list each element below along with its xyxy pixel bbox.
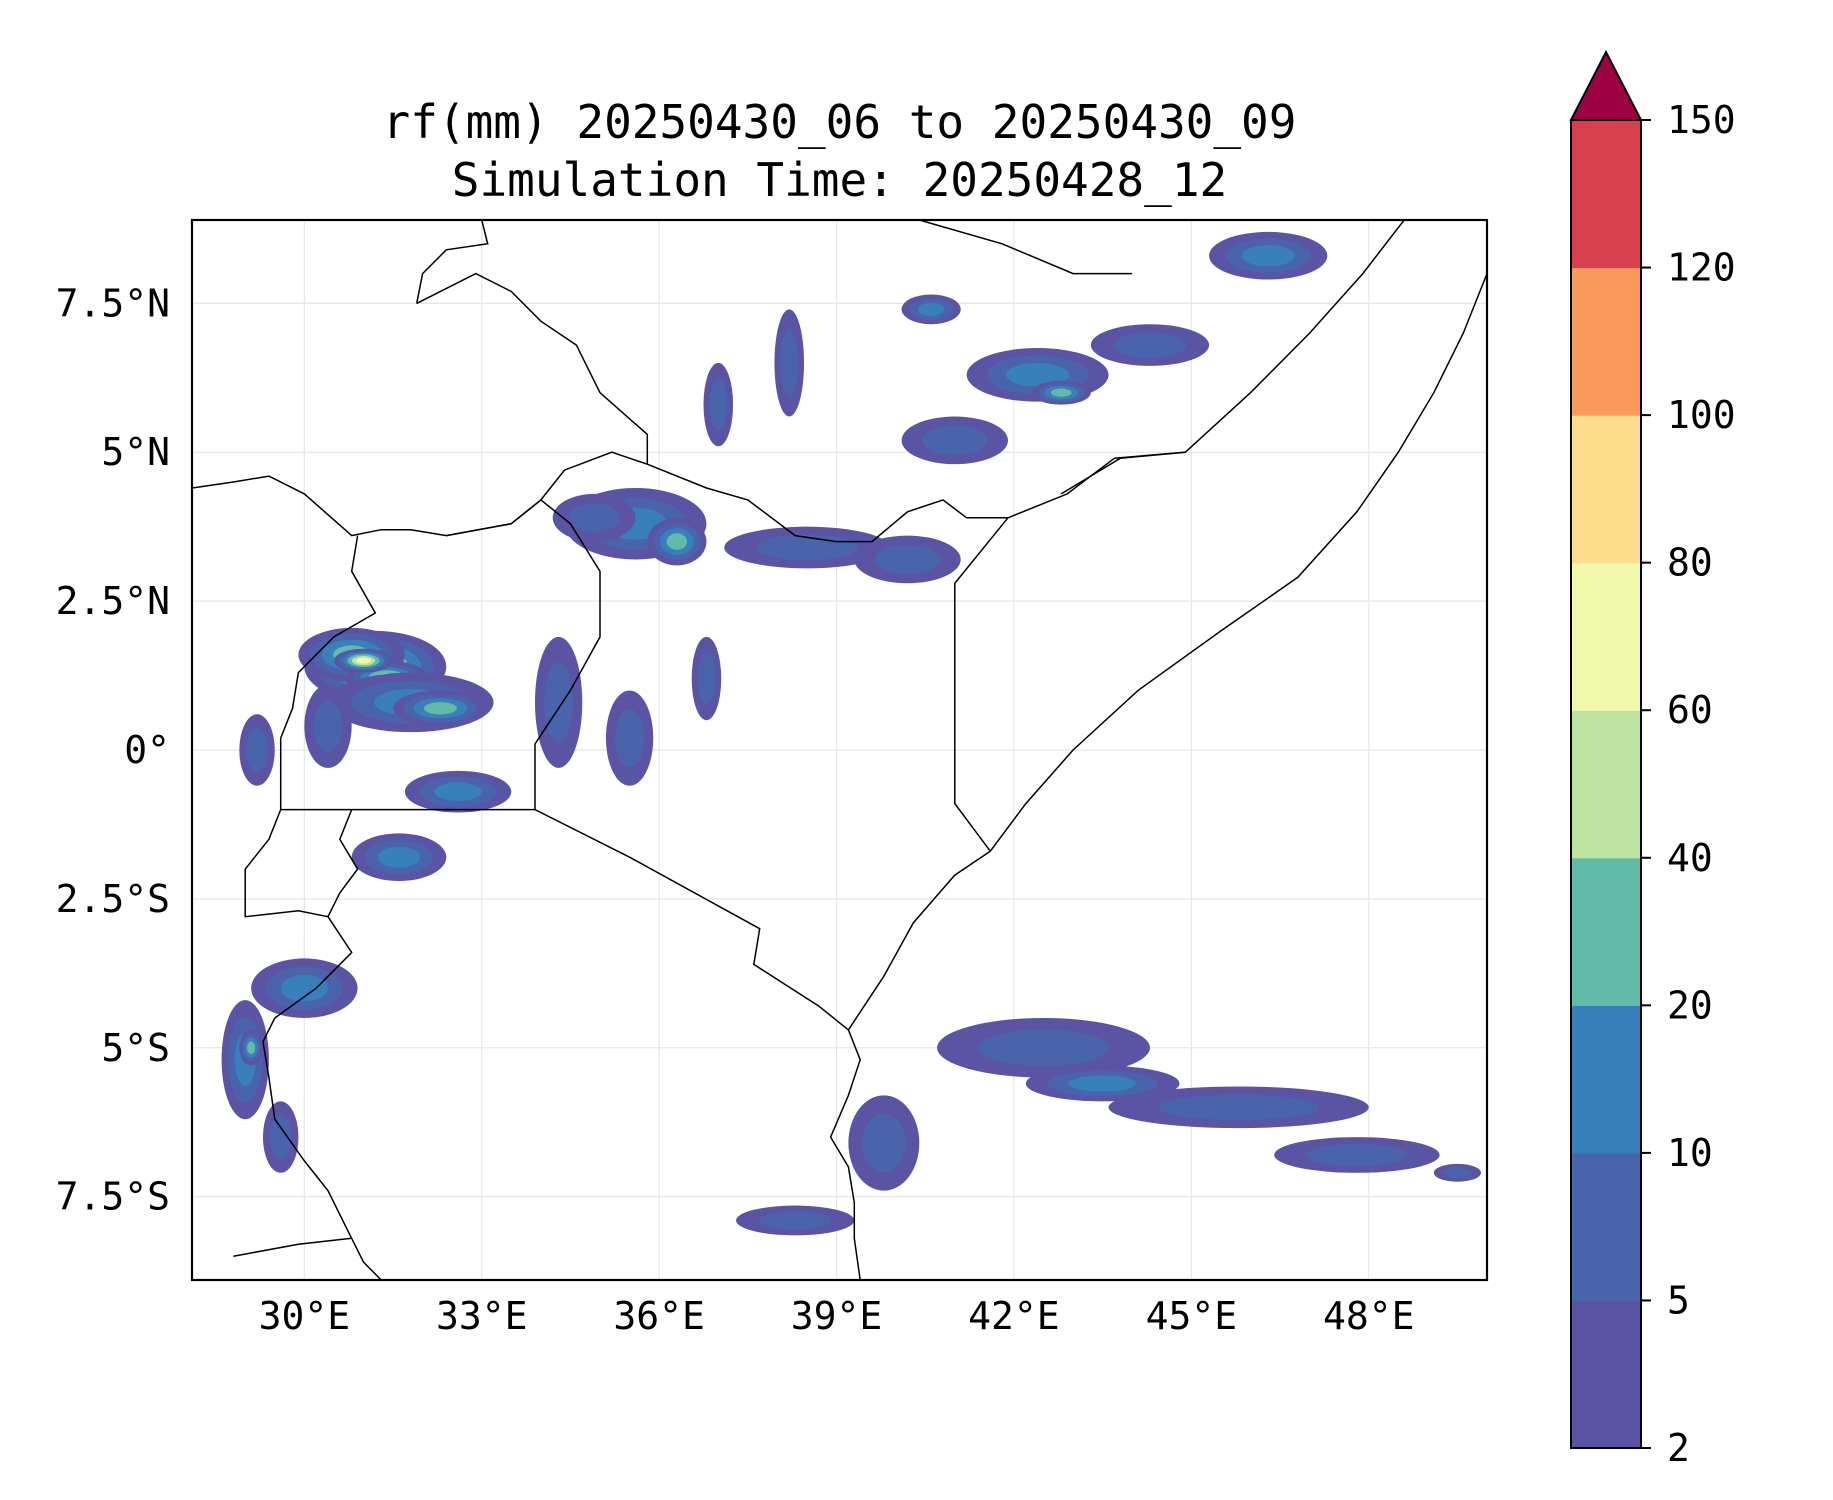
colorbar-tick-label: 150 <box>1667 98 1736 142</box>
longitude-tick-label: 36°E <box>613 1294 705 1338</box>
border-line <box>233 1237 352 1257</box>
rain-contour <box>1050 388 1072 397</box>
rain-contour <box>758 1211 832 1230</box>
latitude-tick-label: 5°N <box>101 430 170 474</box>
rain-contour <box>1113 332 1187 358</box>
latitude-tick-label: 2.5°N <box>56 579 170 623</box>
latitude-tick-label: 0° <box>124 728 170 772</box>
gridlines <box>192 220 1487 1280</box>
colorbar-tick-label: 10 <box>1667 1131 1713 1175</box>
latitude-tick-labels: 7.5°N 5°N 2.5°N 0° 2.5°S 5°S 7.5°S <box>56 281 170 1218</box>
colorbar-segment <box>1571 267 1641 416</box>
rain-contour <box>615 708 645 768</box>
longitude-tick-label: 48°E <box>1323 1294 1415 1338</box>
longitude-tick-label: 30°E <box>259 1294 351 1338</box>
colorbar-segment <box>1571 857 1641 1006</box>
colorbar-tick-label: 100 <box>1667 393 1736 437</box>
colorbar-tick-label: 5 <box>1667 1278 1690 1322</box>
map-frame <box>190 218 1489 1282</box>
border-line <box>280 808 849 1031</box>
colorbar-segment <box>1571 1152 1641 1302</box>
colorbar-extend-arrow <box>1569 49 1643 121</box>
border-line <box>279 535 377 810</box>
rain-contour <box>780 329 799 396</box>
colorbar-segment <box>1571 562 1641 711</box>
longitude-tick-label: 45°E <box>1146 1294 1238 1338</box>
rain-contour <box>1241 245 1295 267</box>
rain-contour <box>280 974 329 1002</box>
rain-contour <box>756 534 858 561</box>
rain-contour <box>922 425 988 455</box>
rain-contour <box>874 544 941 575</box>
rain-contour <box>568 503 620 533</box>
rain-contour <box>1158 1094 1319 1121</box>
longitude-tick-label: 42°E <box>968 1294 1060 1338</box>
longitude-tick-label: 33°E <box>436 1294 528 1338</box>
border-line <box>829 1029 861 1280</box>
rain-contour <box>423 702 457 715</box>
latitude-tick-label: 7.5°N <box>56 281 170 325</box>
longitude-tick-labels: 30°E 33°E 36°E 39°E 42°E 45°E 48°E <box>259 1294 1415 1338</box>
rain-contour <box>434 782 482 801</box>
colorbar-segment <box>1571 1005 1641 1154</box>
rain-contour <box>1006 362 1070 387</box>
colorbar-tick-label: 60 <box>1667 688 1713 732</box>
rain-contour <box>666 533 688 550</box>
colorbar-tick-label: 120 <box>1667 246 1736 290</box>
colorbar-tick-label: 2 <box>1667 1426 1690 1470</box>
map-title-line-2: Simulation Time: 20250428_12 <box>451 153 1228 207</box>
rain-contour <box>978 1029 1110 1067</box>
colorbar-segment <box>1571 120 1641 269</box>
latitude-tick-label: 5°S <box>101 1026 170 1070</box>
latitude-tick-label: 7.5°S <box>56 1175 170 1219</box>
border-line <box>847 273 1487 1031</box>
colorbar: 2 5 10 20 40 60 80 100 120 150 <box>1569 49 1736 1470</box>
border-line <box>446 499 542 537</box>
border-line <box>1007 220 1405 519</box>
border-line <box>416 272 649 465</box>
rain-contour <box>377 846 420 868</box>
border-line <box>274 916 353 1019</box>
rain-contour <box>709 378 728 431</box>
rain-contour <box>246 728 268 772</box>
rain-contour <box>1068 1075 1137 1092</box>
colorbar-segment <box>1571 415 1641 564</box>
map-title-line-1: rf(mm) 20250430_06 to 20250430_09 <box>382 95 1297 149</box>
colorbar-tick-label: 40 <box>1667 836 1713 880</box>
colorbar-segment <box>1571 710 1641 859</box>
rain-contour <box>697 652 716 705</box>
border-line <box>262 1017 382 1280</box>
rain-contour <box>247 1041 256 1054</box>
rain-contour <box>1442 1167 1472 1179</box>
rainfall-contours <box>221 231 1482 1236</box>
rain-contour <box>313 700 343 752</box>
latitude-tick-label: 2.5°S <box>56 877 170 921</box>
colorbar-frame <box>1570 119 1642 1449</box>
border-line <box>919 220 1133 275</box>
colorbar-tick-label: 80 <box>1667 541 1713 585</box>
longitude-tick-label: 39°E <box>791 1294 883 1338</box>
border-line <box>1060 451 1186 495</box>
colorbar-tick-label: 20 <box>1667 983 1713 1027</box>
rain-contour <box>1305 1143 1408 1166</box>
border-line <box>415 220 489 304</box>
country-borders <box>192 220 1487 1280</box>
rain-contour <box>269 1115 292 1160</box>
border-line <box>244 809 359 918</box>
rain-contour <box>862 1113 906 1173</box>
rain-contour <box>918 302 945 316</box>
rain-contour <box>356 657 371 664</box>
border-line <box>534 499 601 810</box>
rain-contour <box>544 662 574 743</box>
colorbar-segment <box>1571 1300 1641 1449</box>
